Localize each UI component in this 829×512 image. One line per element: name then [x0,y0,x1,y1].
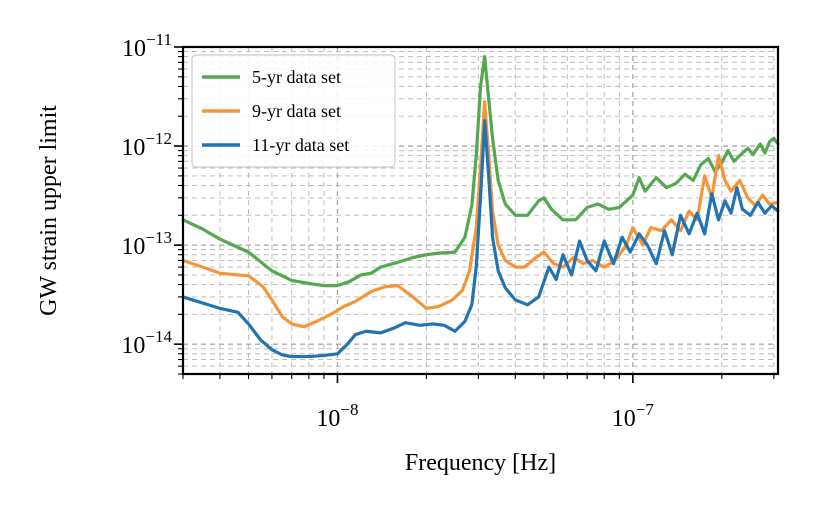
series-line-3 [181,119,780,359]
x-axis-label: Frequency [Hz] [405,450,556,476]
x-tick-label: 10−7 [612,400,655,432]
y-tick-label: 10−12 [121,129,172,161]
legend: 5-yr data set 9-yr data set 11-yr data set [191,54,396,168]
plot-frame [181,45,780,376]
x-tick-label: 10−8 [316,400,358,432]
series-line-1 [181,55,780,288]
y-tick-labels: 10−11 10−12 10−13 10−14 [121,30,172,359]
legend-label-2: 9-yr data set [252,101,341,121]
y-tick-label: 10−11 [122,30,172,62]
legend-box [191,54,396,168]
series-line-2 [181,100,780,329]
series-layer [181,55,780,359]
y-axis-label: GW strain upper limit [36,105,62,316]
legend-label-1: 5-yr data set [252,67,341,87]
y-tick-label: 10−13 [121,228,172,260]
y-tick-label: 10−14 [121,327,172,359]
legend-label-3: 11-yr data set [252,135,349,155]
x-tick-labels: 10−8 10−7 [316,400,654,432]
